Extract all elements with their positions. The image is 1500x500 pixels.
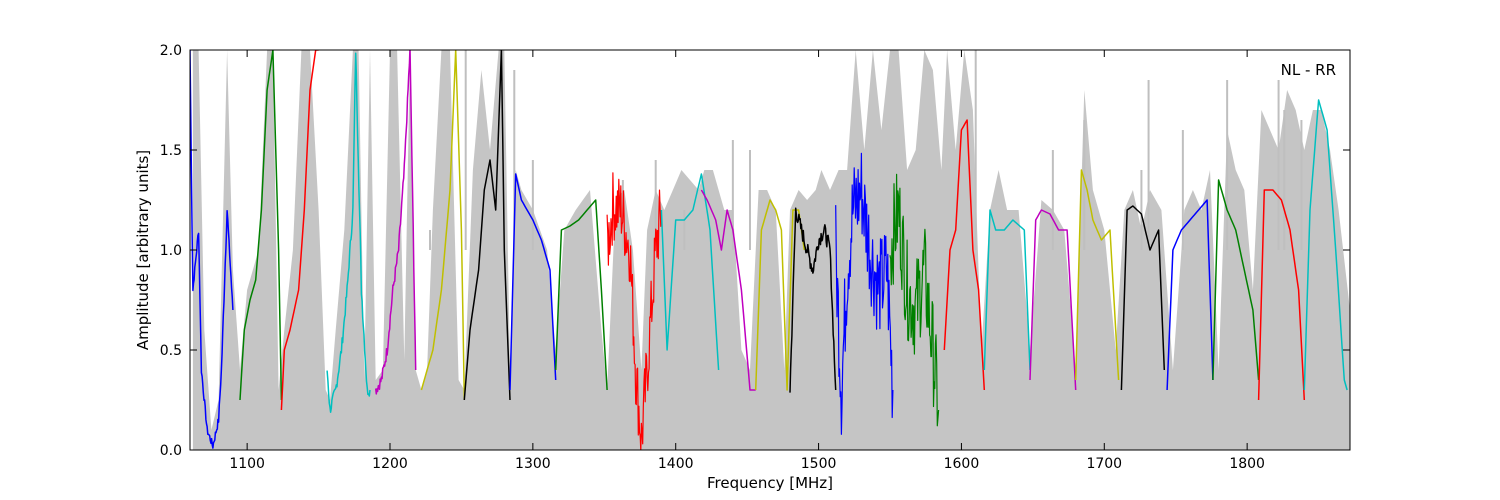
series-line [190, 50, 234, 449]
y-axis-label: Amplitude [arbitrary units] [134, 150, 152, 350]
series-line [420, 50, 466, 401]
series-line [463, 50, 511, 401]
series-line [1166, 199, 1214, 391]
series-line [280, 50, 319, 411]
series-line [943, 119, 986, 391]
y-tick-label: 0.5 [160, 343, 182, 359]
y-tick-label: 1.0 [160, 243, 182, 259]
x-tick-label: 1700 [1086, 456, 1122, 472]
y-axis: 0.0 0.5 1.0 1.5 2.0 [160, 43, 1350, 459]
y-tick-label: 0.0 [160, 443, 182, 459]
series-line [554, 199, 608, 391]
series-line [1212, 179, 1260, 381]
series-line [1257, 189, 1306, 401]
series-line [239, 50, 283, 401]
series-line [660, 173, 720, 371]
x-axis: 1100 1200 1300 1400 1500 1600 1700 1800 [229, 50, 1265, 472]
x-tick-label: 1500 [801, 456, 837, 472]
x-tick-label: 1100 [229, 456, 265, 472]
series-line [606, 172, 662, 450]
series-line [889, 173, 940, 427]
series-line [983, 209, 1031, 371]
x-tick-label: 1300 [515, 456, 551, 472]
y-tick-label: 1.5 [160, 143, 182, 159]
series-line [1303, 99, 1348, 391]
envelope-area [192, 50, 1350, 450]
series-line [789, 207, 837, 393]
series-line [700, 189, 756, 391]
series-line [374, 50, 417, 395]
envelope-layer [192, 50, 1350, 450]
series-line [509, 173, 557, 391]
spike-layer [429, 50, 1303, 250]
x-axis-label: Frequency [MHz] [707, 474, 833, 492]
x-tick-label: 1800 [1229, 456, 1265, 472]
x-tick-label: 1400 [658, 456, 694, 472]
x-tick-label: 1200 [372, 456, 408, 472]
series-line [835, 152, 894, 435]
series-line [326, 52, 371, 413]
series-layer [190, 50, 1348, 450]
series-line [1029, 209, 1077, 391]
chart-annotation: NL - RR [1281, 61, 1336, 79]
y-tick-label: 2.0 [160, 43, 182, 59]
x-tick-label: 1600 [944, 456, 980, 472]
series-line [1074, 169, 1120, 381]
series-line [1120, 205, 1166, 391]
